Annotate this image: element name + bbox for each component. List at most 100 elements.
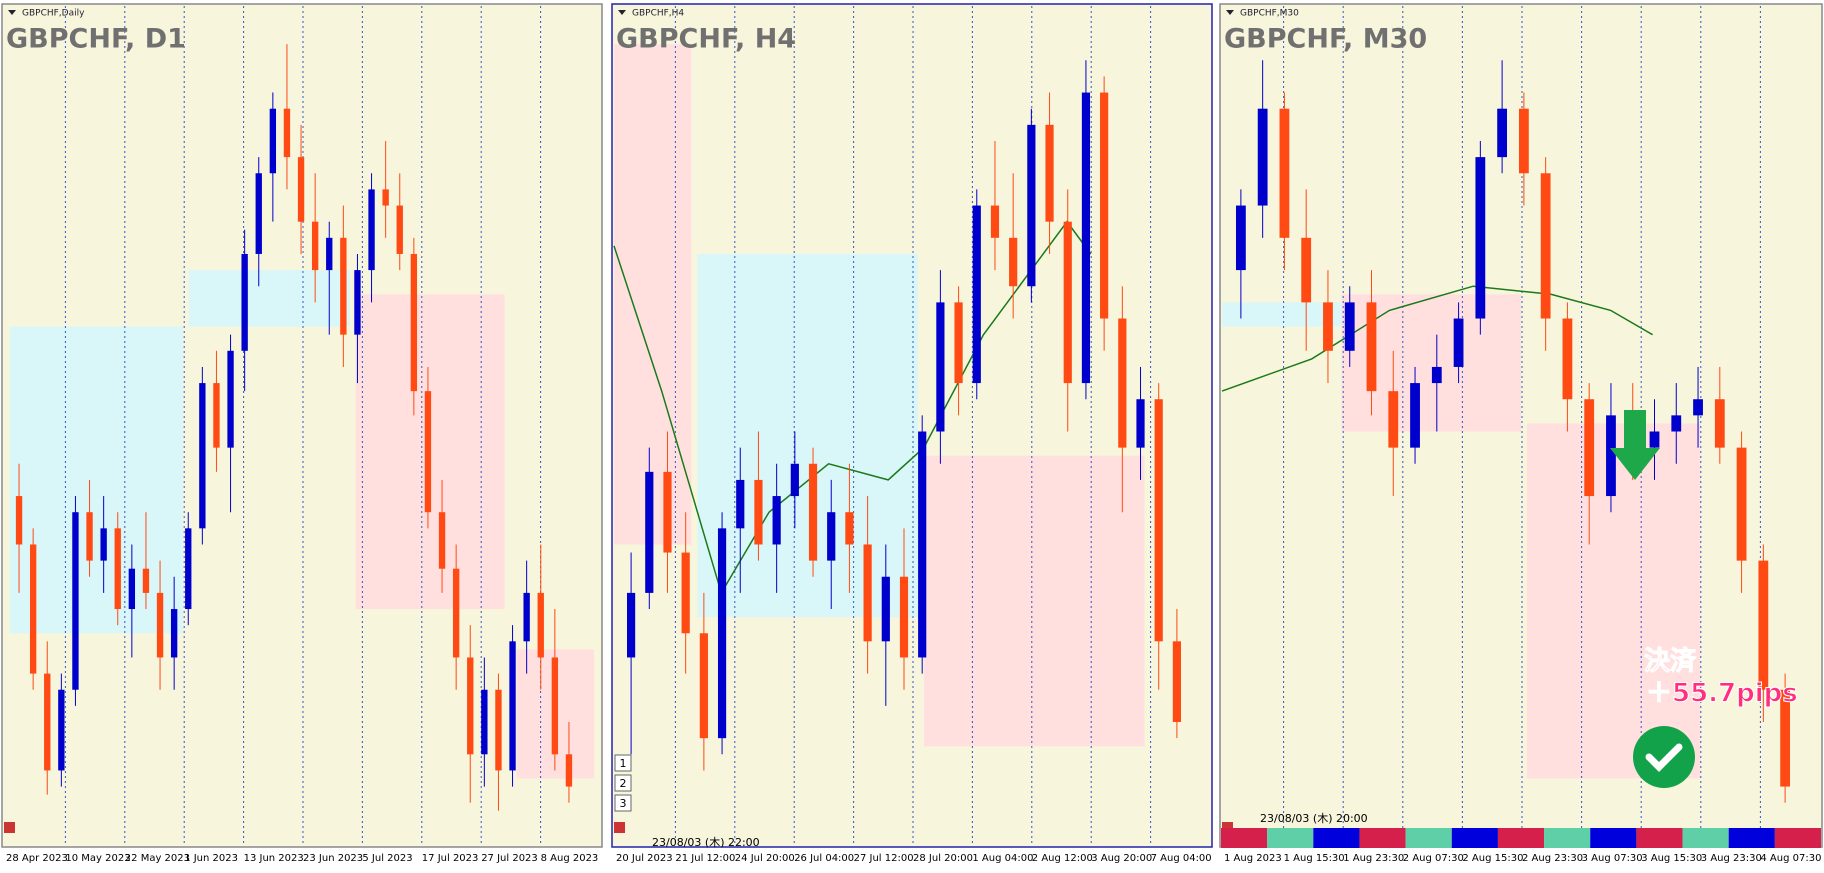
zone — [923, 455, 1145, 747]
candle-body — [382, 189, 389, 206]
candle-body — [918, 431, 927, 658]
candle-body — [1063, 221, 1072, 384]
candle-body — [128, 568, 136, 610]
candle-body — [156, 592, 164, 658]
button — [614, 794, 632, 812]
candle-body — [495, 689, 502, 771]
x-tick-label: 1 Aug 23:30 — [1343, 853, 1404, 864]
candle-body — [1172, 641, 1181, 723]
panel-arrow — [1226, 10, 1234, 15]
candle-body — [972, 205, 981, 384]
candle-body — [1118, 318, 1127, 448]
check-mark — [1645, 743, 1683, 772]
candle-body — [241, 253, 248, 351]
zone — [9, 326, 183, 634]
session-bar — [1590, 828, 1637, 848]
candle-body — [1027, 124, 1036, 287]
candle-body — [481, 689, 488, 755]
x-tick-label: 28 Apr 2023 — [6, 853, 68, 864]
candle-body — [1431, 366, 1442, 384]
x-tick-label: 24 Jul 20:00 — [735, 853, 795, 864]
candle-body — [523, 592, 530, 642]
x-tick-label: 27 Jul 2023 — [481, 853, 538, 864]
candle-body — [1584, 399, 1595, 497]
annotation: 決済 — [1644, 646, 1697, 677]
x-tick-label: 7 Aug 04:00 — [1151, 853, 1212, 864]
candle-body — [881, 576, 890, 642]
moving-average — [1221, 285, 1653, 392]
panel-title: GBPCHF, D1 — [6, 24, 186, 55]
candle-body — [1279, 108, 1290, 238]
candle-body — [86, 512, 93, 561]
candle-body — [736, 479, 745, 529]
annotation: ＋55.7pips — [1646, 679, 1798, 709]
candle-body — [899, 576, 909, 658]
candle-body — [1671, 415, 1682, 432]
candle-body — [1540, 173, 1551, 319]
candle-body — [1009, 237, 1018, 287]
close-button — [4, 822, 15, 833]
x-tick-label: 3 Aug 15:30 — [1641, 853, 1702, 864]
candle-body — [1518, 108, 1529, 174]
x-tick-label: 28 Jul 20:00 — [913, 853, 973, 864]
candle-body — [1388, 391, 1399, 448]
candle-body — [863, 544, 872, 642]
candle-body — [1780, 689, 1791, 787]
candle-body — [72, 512, 79, 690]
x-tick-label: 3 Aug 20:00 — [1091, 853, 1152, 864]
x-tick-label: 20 Jul 2023 — [616, 853, 673, 864]
candle-body — [170, 609, 178, 658]
candle-body — [438, 512, 446, 569]
x-tick-label: 22 May 2023 — [125, 853, 190, 864]
x-tick-label: 1 Aug 04:00 — [972, 853, 1033, 864]
candle-body — [537, 592, 544, 658]
candle-body — [269, 108, 277, 174]
candle-body — [790, 463, 799, 497]
candle-body — [509, 641, 516, 771]
candle-body — [227, 350, 234, 448]
x-tick-label: 13 Jun 2023 — [244, 853, 304, 864]
session-bar — [1451, 828, 1498, 848]
candle-body — [1257, 108, 1268, 206]
candle-body — [410, 253, 418, 392]
x-tick-label: 1 Aug 15:30 — [1284, 853, 1345, 864]
button — [614, 774, 632, 792]
candle-body — [100, 528, 107, 561]
candle-body — [326, 237, 333, 271]
x-tick-label: 17 Jul 2023 — [422, 853, 479, 864]
candle-body — [681, 552, 690, 634]
session-bar — [1313, 828, 1360, 848]
panel-arrow — [8, 10, 16, 15]
candle-body — [1344, 302, 1355, 351]
session-bar — [1728, 828, 1775, 848]
candle-body — [1045, 124, 1054, 222]
candle-body — [368, 189, 375, 271]
candle-body — [199, 383, 206, 529]
candle-body — [142, 568, 150, 593]
button-label: 1 — [620, 757, 627, 770]
candle-body — [44, 673, 51, 771]
candle-body — [754, 479, 763, 545]
candle-body — [1410, 383, 1420, 448]
session-bar — [1774, 828, 1821, 848]
x-tick-label: 27 Jul 12:00 — [854, 853, 914, 864]
candle-body — [424, 391, 432, 513]
candle-body — [185, 528, 192, 610]
candle-body — [1758, 560, 1769, 690]
candle-body — [565, 754, 573, 787]
panel-arrow — [618, 10, 626, 15]
candle-body — [627, 592, 636, 658]
candle-body — [1323, 302, 1333, 351]
x-tick-label: 4 Aug 07:30 — [1760, 853, 1821, 864]
panel-label: GBPCHF,M30 — [1240, 9, 1299, 19]
candle-body — [990, 205, 1000, 238]
session-bar — [1497, 828, 1545, 848]
candle-body — [1081, 92, 1091, 384]
x-tick-label: 2 Aug 12:00 — [1032, 853, 1093, 864]
x-tick-label: 3 Aug 23:30 — [1701, 853, 1762, 864]
candle-body — [845, 512, 854, 545]
candle-body — [827, 512, 836, 561]
x-tick-label: 26 Jul 04:00 — [794, 853, 854, 864]
